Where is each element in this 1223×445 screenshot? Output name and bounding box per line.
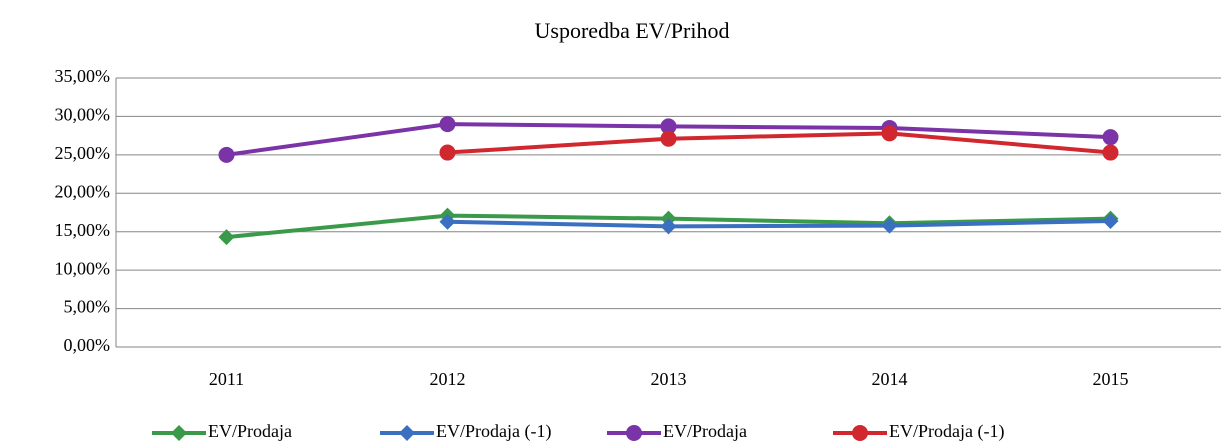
data-point [218,229,235,246]
y-tick-label: 0,00% [64,335,111,355]
legend-label: EV/Prodaja [663,421,747,441]
y-tick-label: 30,00% [55,105,111,125]
x-tick-label: 2012 [430,369,466,389]
legend-marker [171,425,187,441]
x-tick-label: 2014 [872,369,908,389]
data-point [660,130,677,147]
data-point [881,217,898,234]
data-point [660,118,677,135]
data-point [1102,212,1119,229]
series-line [447,218,1111,229]
data-point [1102,129,1119,146]
x-tick-label: 2013 [651,369,687,389]
x-tick-label: 2015 [1093,369,1129,389]
y-tick-label: 25,00% [55,143,111,163]
y-tick-label: 35,00% [55,66,111,86]
legend-marker [852,425,868,441]
data-point [218,146,235,163]
data-point [1102,144,1119,161]
legend-marker [399,425,415,441]
chart-title: Usporedba EV/Prihod [535,18,730,43]
y-tick-label: 20,00% [55,181,111,201]
y-tick-label: 5,00% [64,297,111,317]
series-line [447,131,1111,155]
y-tick-label: 15,00% [55,220,111,240]
data-point [439,116,456,133]
y-tick-label: 10,00% [55,258,111,278]
data-point [881,125,898,142]
data-point [439,144,456,161]
legend-label: EV/Prodaja [208,421,292,441]
data-point [439,213,456,230]
legend-label: EV/Prodaja (-1) [436,421,551,442]
data-point [660,218,677,235]
x-tick-label: 2011 [209,369,244,389]
legend-marker [626,425,642,441]
legend-label: EV/Prodaja (-1) [889,421,1004,442]
